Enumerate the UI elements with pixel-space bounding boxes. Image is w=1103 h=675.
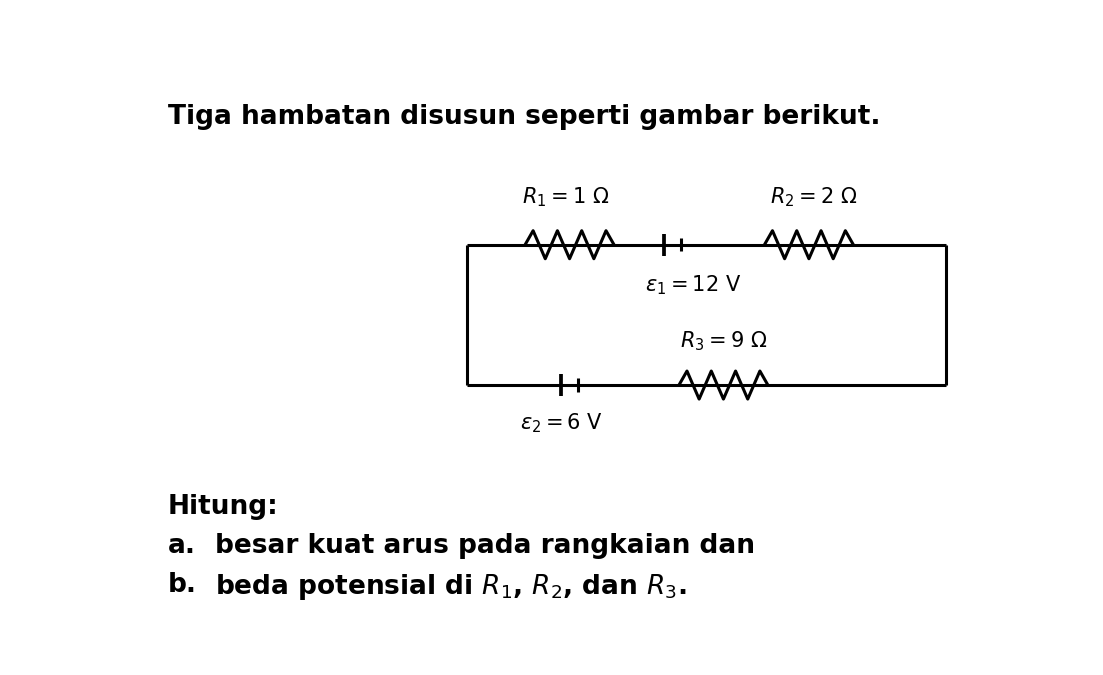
- Text: $\varepsilon_2 = 6 \ \mathrm{V}$: $\varepsilon_2 = 6 \ \mathrm{V}$: [520, 411, 602, 435]
- Text: b.: b.: [168, 572, 196, 598]
- Text: beda potensial di $R_1$, $R_2$, dan $R_3$.: beda potensial di $R_1$, $R_2$, dan $R_3…: [215, 572, 686, 602]
- Text: $R_2 = 2 \ \Omega$: $R_2 = 2 \ \Omega$: [770, 186, 857, 209]
- Text: a.: a.: [168, 533, 196, 559]
- Text: Hitung:: Hitung:: [168, 494, 279, 520]
- Text: $R_3 = 9 \ \Omega$: $R_3 = 9 \ \Omega$: [679, 329, 767, 353]
- Text: $R_1 = 1 \ \Omega$: $R_1 = 1 \ \Omega$: [522, 186, 609, 209]
- Text: $\varepsilon_1 = 12 \ \mathrm{V}$: $\varepsilon_1 = 12 \ \mathrm{V}$: [645, 273, 741, 297]
- Text: besar kuat arus pada rangkaian dan: besar kuat arus pada rangkaian dan: [215, 533, 754, 559]
- Text: Tiga hambatan disusun seperti gambar berikut.: Tiga hambatan disusun seperti gambar ber…: [168, 105, 880, 130]
